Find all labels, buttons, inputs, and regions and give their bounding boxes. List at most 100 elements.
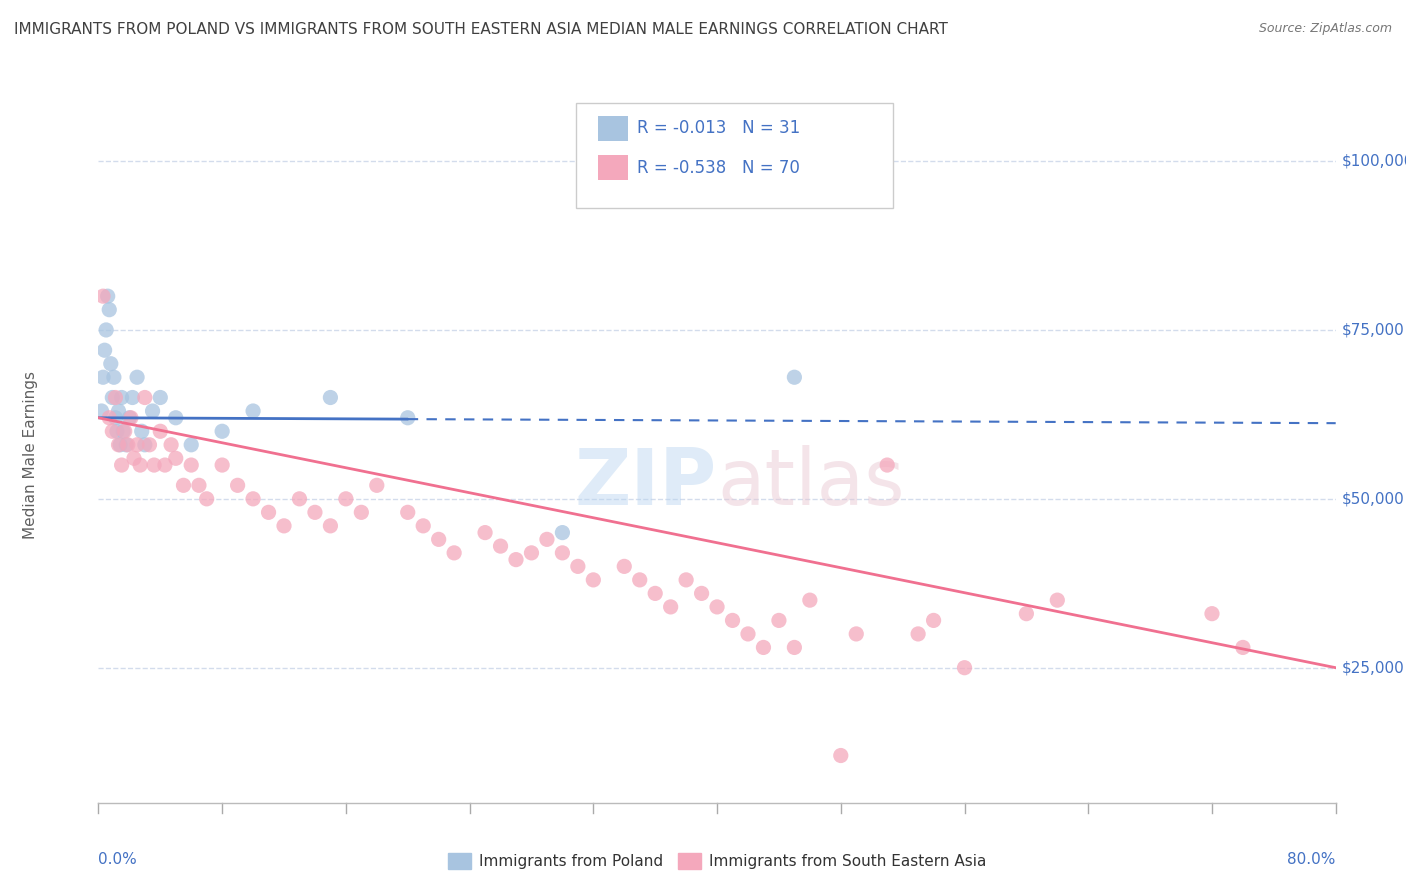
Point bbox=[90, 404, 112, 418]
Point bbox=[143, 458, 166, 472]
Point bbox=[127, 370, 149, 384]
Point bbox=[644, 586, 666, 600]
Point bbox=[118, 410, 141, 425]
Point bbox=[1015, 607, 1038, 621]
Point bbox=[768, 614, 790, 628]
Point bbox=[505, 552, 527, 566]
Point bbox=[138, 438, 160, 452]
Point bbox=[427, 533, 450, 547]
Point bbox=[115, 438, 138, 452]
Point bbox=[165, 451, 187, 466]
Point bbox=[97, 289, 120, 303]
Point bbox=[104, 410, 127, 425]
Text: R = -0.538   N = 70: R = -0.538 N = 70 bbox=[637, 159, 800, 177]
Point bbox=[396, 410, 419, 425]
Point bbox=[474, 525, 496, 540]
Text: Median Male Earnings: Median Male Earnings bbox=[22, 371, 38, 539]
Point bbox=[783, 370, 806, 384]
Point bbox=[319, 391, 342, 405]
Point bbox=[366, 478, 388, 492]
Point bbox=[799, 593, 821, 607]
Point bbox=[273, 519, 295, 533]
Point bbox=[180, 438, 202, 452]
Point bbox=[567, 559, 589, 574]
Point bbox=[96, 323, 118, 337]
Point bbox=[582, 573, 605, 587]
Point bbox=[412, 519, 434, 533]
Point bbox=[706, 599, 728, 614]
Point bbox=[149, 391, 172, 405]
Point bbox=[396, 505, 419, 519]
Text: $25,000: $25,000 bbox=[1341, 660, 1405, 675]
Point bbox=[111, 391, 132, 405]
Point bbox=[304, 505, 326, 519]
Text: IMMIGRANTS FROM POLAND VS IMMIGRANTS FROM SOUTH EASTERN ASIA MEDIAN MALE EARNING: IMMIGRANTS FROM POLAND VS IMMIGRANTS FRO… bbox=[14, 22, 948, 37]
Point bbox=[675, 573, 697, 587]
Point bbox=[551, 546, 574, 560]
Point bbox=[350, 505, 373, 519]
Point bbox=[659, 599, 682, 614]
Point bbox=[149, 424, 172, 438]
Point bbox=[160, 438, 183, 452]
Point bbox=[876, 458, 898, 472]
Point bbox=[188, 478, 211, 492]
Point bbox=[101, 424, 124, 438]
Point bbox=[129, 458, 152, 472]
Point bbox=[114, 424, 136, 438]
Point bbox=[153, 458, 176, 472]
Point bbox=[134, 391, 156, 405]
Point bbox=[319, 519, 342, 533]
Point bbox=[628, 573, 651, 587]
Point bbox=[1046, 593, 1069, 607]
Text: $100,000: $100,000 bbox=[1341, 153, 1406, 169]
Point bbox=[953, 661, 976, 675]
Point bbox=[443, 546, 465, 560]
Point bbox=[1232, 640, 1254, 655]
Text: R = -0.013   N = 31: R = -0.013 N = 31 bbox=[637, 120, 800, 137]
Legend: Immigrants from Poland, Immigrants from South Eastern Asia: Immigrants from Poland, Immigrants from … bbox=[441, 847, 993, 875]
Point bbox=[127, 438, 149, 452]
Point bbox=[134, 438, 156, 452]
Point bbox=[737, 627, 759, 641]
Point bbox=[98, 410, 121, 425]
Point bbox=[91, 289, 114, 303]
Point bbox=[721, 614, 744, 628]
Text: $75,000: $75,000 bbox=[1341, 322, 1405, 337]
Point bbox=[690, 586, 713, 600]
Point bbox=[211, 424, 233, 438]
Point bbox=[613, 559, 636, 574]
Point bbox=[141, 404, 165, 418]
Point bbox=[103, 370, 125, 384]
Point bbox=[172, 478, 194, 492]
Point bbox=[100, 357, 122, 371]
Point bbox=[112, 424, 135, 438]
Point bbox=[122, 451, 145, 466]
Point bbox=[257, 505, 280, 519]
Point bbox=[752, 640, 775, 655]
Text: Source: ZipAtlas.com: Source: ZipAtlas.com bbox=[1258, 22, 1392, 36]
Text: 80.0%: 80.0% bbox=[1288, 852, 1336, 866]
Point bbox=[226, 478, 249, 492]
Point bbox=[242, 404, 264, 418]
Point bbox=[520, 546, 543, 560]
Point bbox=[98, 302, 121, 317]
Point bbox=[288, 491, 311, 506]
Point bbox=[117, 438, 139, 452]
Point bbox=[551, 525, 574, 540]
Point bbox=[107, 404, 129, 418]
Point bbox=[907, 627, 929, 641]
Point bbox=[111, 458, 132, 472]
Point bbox=[120, 410, 142, 425]
Text: atlas: atlas bbox=[717, 445, 904, 521]
Point bbox=[131, 424, 153, 438]
Point bbox=[211, 458, 233, 472]
Text: ZIP: ZIP bbox=[575, 445, 717, 521]
Point bbox=[105, 424, 128, 438]
Point bbox=[536, 533, 558, 547]
Point bbox=[104, 391, 127, 405]
Text: $50,000: $50,000 bbox=[1341, 491, 1405, 507]
Point bbox=[783, 640, 806, 655]
Point bbox=[107, 438, 129, 452]
Point bbox=[1201, 607, 1223, 621]
Point bbox=[91, 370, 114, 384]
